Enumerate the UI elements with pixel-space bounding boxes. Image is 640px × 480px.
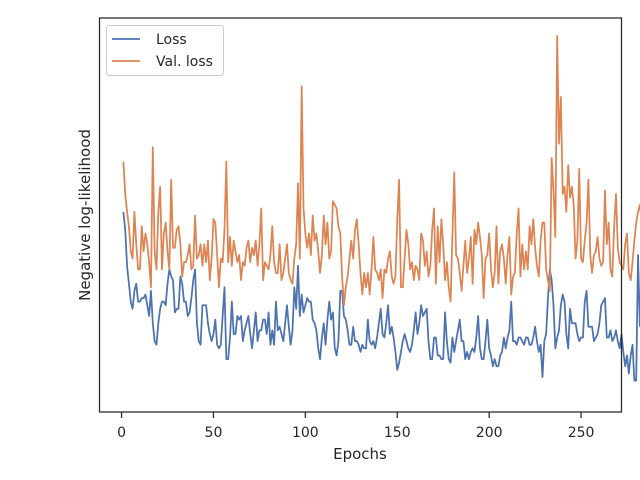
y-axis-label: Negative log-likelihood bbox=[76, 129, 94, 301]
series-lines bbox=[122, 35, 640, 382]
legend-label-val-loss: Val. loss bbox=[156, 54, 213, 70]
x-tick-label: 100 bbox=[292, 425, 319, 441]
series-line-loss bbox=[122, 211, 640, 382]
x-axis-label: Epochs bbox=[333, 445, 387, 463]
plot-area bbox=[99, 18, 622, 412]
x-tick-label: 50 bbox=[205, 425, 223, 441]
x-tick-label: 200 bbox=[476, 425, 503, 441]
plot-frame bbox=[98, 17, 623, 413]
legend-box bbox=[106, 25, 224, 76]
legend: Loss Val. loss bbox=[106, 25, 224, 76]
legend-label-loss: Loss bbox=[156, 32, 187, 48]
x-axis: 0 50 100 150 200 250 bbox=[117, 412, 594, 441]
x-tick-label: 250 bbox=[568, 425, 595, 441]
series-line-val-loss bbox=[122, 35, 640, 307]
x-tick-label: 0 bbox=[117, 425, 126, 441]
x-tick-label: 150 bbox=[384, 425, 411, 441]
